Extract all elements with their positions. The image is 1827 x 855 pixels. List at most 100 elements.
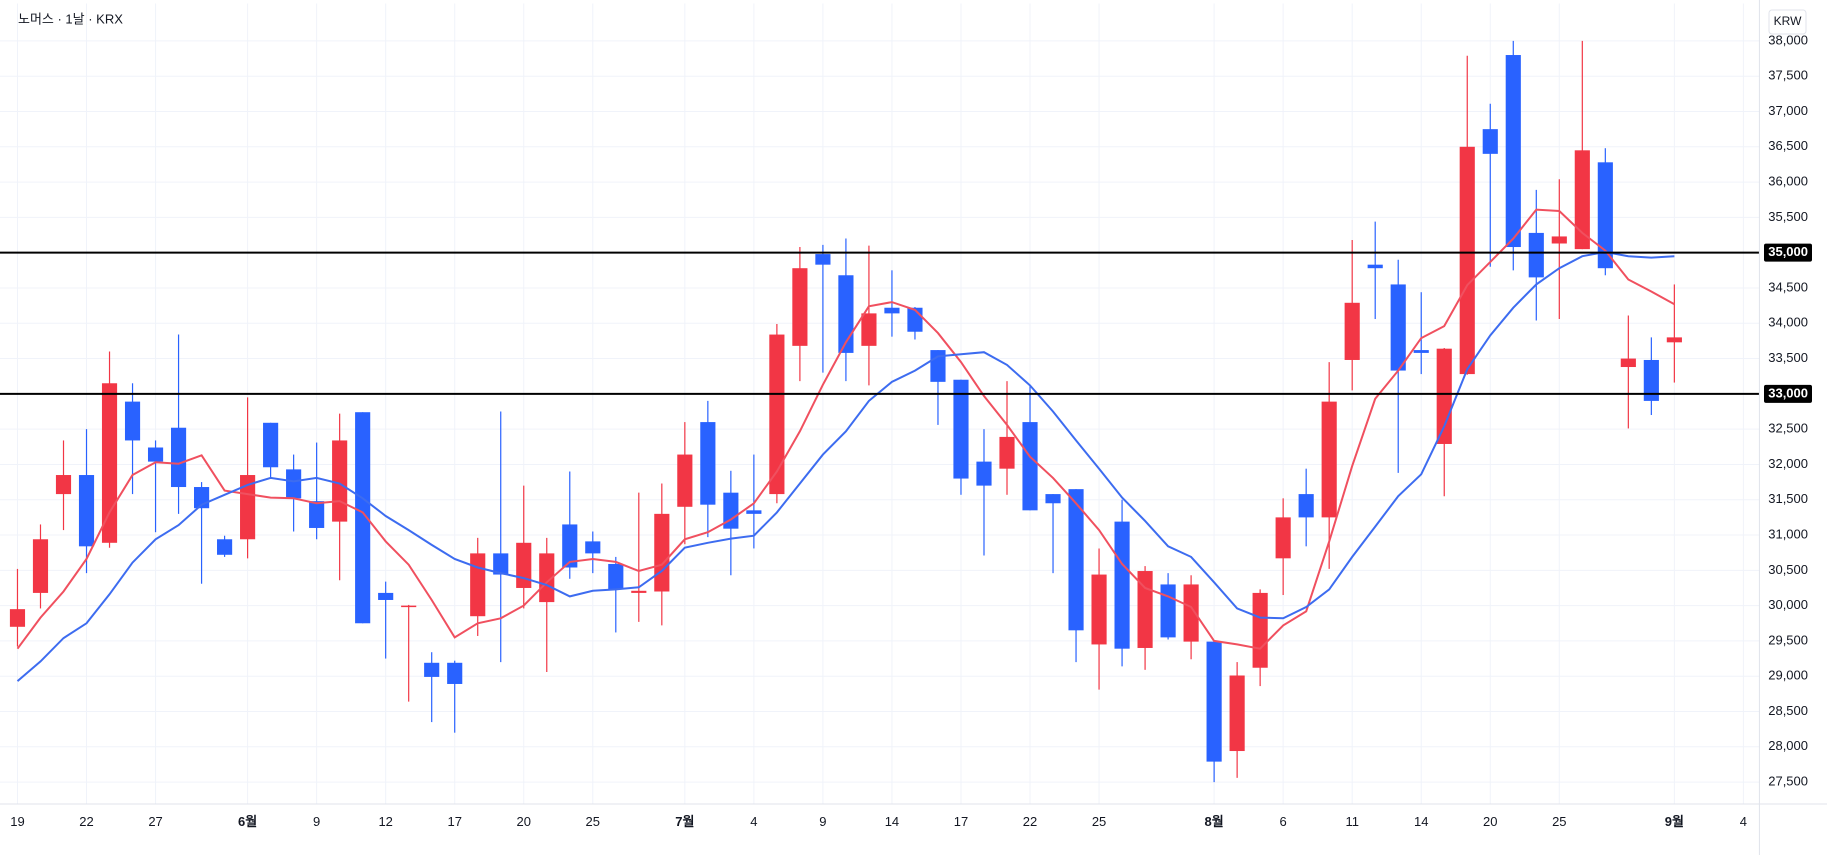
candle-body (1436, 348, 1452, 444)
x-tick-label: 27 (148, 814, 162, 829)
candle-body (723, 492, 739, 529)
candle-body (263, 422, 279, 468)
candle-body (1321, 401, 1337, 518)
y-tick-label: 31,000 (1768, 526, 1808, 541)
plot (0, 40, 1760, 783)
candle-body (907, 307, 923, 332)
candle-body (32, 539, 49, 593)
candle-body (976, 461, 992, 486)
candle-body (1091, 574, 1107, 645)
candle-body (1482, 129, 1498, 154)
y-tick-label: 30,500 (1768, 562, 1808, 577)
y-tick-label: 37,000 (1768, 103, 1808, 118)
x-tick-label: 25 (1092, 814, 1106, 829)
candle-body (1206, 641, 1222, 762)
moving-average-line (16, 208, 1675, 650)
y-tick-label: 28,000 (1768, 738, 1808, 753)
candle-body (332, 440, 348, 522)
candle-body (631, 590, 647, 593)
x-tick-label: 6월 (238, 814, 257, 829)
y-tick-label: 30,000 (1768, 597, 1808, 612)
x-tick-label: 20 (1483, 814, 1497, 829)
candle-body (78, 475, 95, 547)
x-tick-label: 19 (10, 814, 24, 829)
x-tick-label: 8월 (1205, 814, 1224, 829)
y-tick-label: 38,000 (1768, 32, 1808, 47)
candle-body (1183, 584, 1199, 642)
candle-body (838, 275, 854, 353)
x-tick-label: 11 (1345, 814, 1359, 829)
candle-body (147, 447, 164, 462)
y-tick-label: 32,500 (1768, 421, 1808, 436)
candle-body (170, 427, 187, 488)
candle-body (999, 436, 1015, 469)
candle-body (700, 422, 716, 505)
x-tick-label: 9월 (1665, 814, 1684, 829)
x-tick-label: 7월 (675, 814, 694, 829)
y-tick-label: 35,500 (1768, 209, 1808, 224)
y-tick-label: 32,000 (1768, 456, 1808, 471)
currency-box (1768, 9, 1807, 35)
candle-body (493, 553, 509, 575)
candle-body (1252, 592, 1268, 668)
chart-title: 노머스 · 1날 · KRX (18, 11, 123, 26)
candle-body (1505, 55, 1521, 248)
candle-body (424, 662, 440, 677)
y-tick-label: 29,000 (1768, 668, 1808, 683)
candle-body (585, 541, 601, 554)
candle-body (769, 334, 785, 495)
x-tick-label: 4 (750, 814, 757, 829)
y-tick-label: 31,500 (1768, 491, 1808, 506)
x-tick-label: 6 (1280, 814, 1287, 829)
x-tick-label: 22 (79, 814, 93, 829)
candle-body (401, 605, 417, 608)
candle-body (470, 553, 486, 617)
x-tick-label: 25 (1552, 814, 1566, 829)
candle-body (1367, 264, 1383, 269)
y-tick-label: 34,500 (1768, 279, 1808, 294)
x-tick-label: 17 (954, 814, 968, 829)
currency-label: KRW (1774, 14, 1802, 28)
price-label-box (1764, 384, 1812, 403)
candle-body (1045, 494, 1061, 504)
moving-average-line (16, 250, 1675, 682)
x-tick-label: 12 (378, 814, 392, 829)
candle-body (378, 592, 394, 600)
candle-body (217, 539, 233, 555)
candle-body (1528, 232, 1544, 278)
y-tick-label: 37,500 (1768, 68, 1808, 83)
candle-body (562, 524, 578, 568)
y-tick-label: 33,500 (1768, 350, 1808, 365)
x-tick-label: 9 (313, 814, 320, 829)
candle-body (861, 313, 877, 346)
candle-body (930, 350, 946, 382)
candle-body (1114, 521, 1130, 649)
candle-body (746, 510, 762, 514)
candle-body (1390, 284, 1406, 371)
y-tick-label: 36,000 (1768, 174, 1808, 189)
candle-body (516, 542, 532, 588)
candle-body (1344, 302, 1360, 360)
candle-body (953, 379, 969, 479)
candle-body (815, 254, 831, 265)
candle-body (792, 268, 808, 346)
x-tick-label: 4 (1740, 814, 1747, 829)
candle-body (654, 513, 670, 592)
price-label: 33,000 (1768, 385, 1808, 400)
candle-body (677, 454, 693, 507)
x-tick-label: 17 (447, 814, 461, 829)
candle-body (286, 469, 302, 499)
y-tick-label: 27,500 (1768, 774, 1808, 789)
candle-body (1643, 359, 1659, 401)
candle-body (9, 609, 26, 627)
candle-body (240, 475, 256, 540)
x-tick-label: 25 (586, 814, 600, 829)
candle-body (1413, 350, 1429, 353)
candle-body (447, 662, 463, 684)
candle-body (1275, 517, 1291, 559)
candle-body (1551, 236, 1567, 244)
candle-body (1620, 358, 1636, 368)
